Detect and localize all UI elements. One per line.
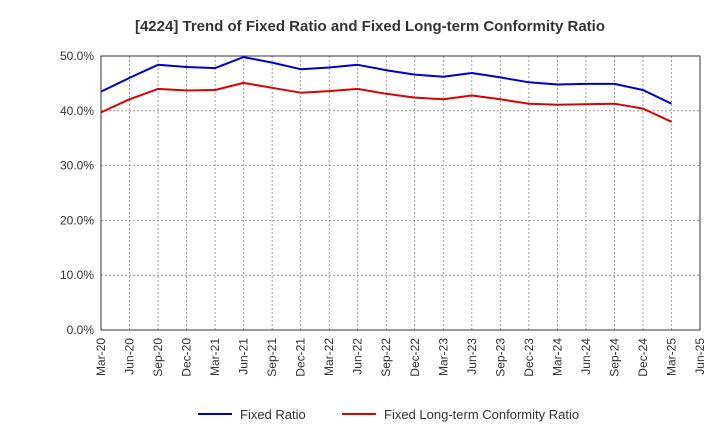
x-axis-labels: Mar-20 Jun-20 Sep-20 Dec-20 Mar-21 Jun-21 Sep-… xyxy=(94,338,707,377)
x-tick-label: Mar-23 xyxy=(436,338,450,376)
grid xyxy=(101,56,700,330)
legend: Fixed Ratio Fixed Long-term Conformity Ra… xyxy=(198,407,579,422)
x-tick-label: Jun-20 xyxy=(123,338,137,375)
x-tick-label: Jun-23 xyxy=(465,338,479,375)
y-tick-label: 0.0% xyxy=(67,323,95,337)
y-tick-label: 30.0% xyxy=(60,159,94,173)
y-tick-label: 10.0% xyxy=(60,268,94,282)
x-tick-label: Mar-25 xyxy=(664,338,678,376)
series-lines xyxy=(100,56,672,123)
y-tick-label: 20.0% xyxy=(60,213,94,227)
y-axis-labels: 0.0% 10.0% 20.0% 30.0% 40.0% 50.0% xyxy=(60,49,94,337)
x-tick-label: Jun-21 xyxy=(237,338,251,375)
x-tick-label: Sep-24 xyxy=(607,338,621,377)
x-tick-label: Mar-22 xyxy=(322,338,336,376)
x-tick-label: Jun-25 xyxy=(693,338,707,375)
plot-frame xyxy=(100,55,701,331)
x-tick-label: Sep-23 xyxy=(493,338,507,377)
x-tick-label: Dec-22 xyxy=(408,338,422,377)
x-tick-label: Dec-20 xyxy=(180,338,194,377)
x-tick-label: Dec-24 xyxy=(636,338,650,377)
x-tick-label: Dec-21 xyxy=(294,338,308,377)
legend-label-2: Fixed Long-term Conformity Ratio xyxy=(384,407,579,422)
x-tick-label: Dec-23 xyxy=(522,338,536,377)
y-tick-label: 40.0% xyxy=(60,104,94,118)
x-tick-label: Mar-24 xyxy=(550,338,564,376)
x-tick-label: Mar-20 xyxy=(94,338,108,376)
x-tick-label: Jun-22 xyxy=(351,338,365,375)
legend-label-1: Fixed Ratio xyxy=(240,407,306,422)
y-tick-label: 50.0% xyxy=(60,49,94,63)
chart-title: [4224] Trend of Fixed Ratio and Fixed Lo… xyxy=(135,18,605,35)
x-tick-label: Sep-21 xyxy=(265,338,279,377)
series-line-2 xyxy=(100,81,672,123)
series-line-1 xyxy=(100,56,672,105)
x-tick-label: Mar-21 xyxy=(208,338,222,376)
x-tick-label: Sep-20 xyxy=(151,338,165,377)
x-tick-label: Jun-24 xyxy=(579,338,593,375)
x-tick-label: Sep-22 xyxy=(379,338,393,377)
